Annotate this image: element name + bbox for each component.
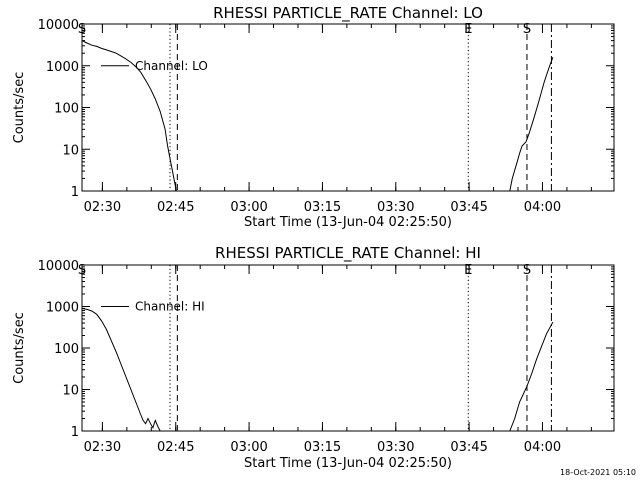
- x-tick-label: 03:00: [230, 440, 267, 455]
- y-axis-label: Counts/sec: [12, 312, 27, 384]
- series-line: [81, 40, 177, 192]
- marker-label: E: [464, 22, 472, 37]
- x-tick-label: 04:00: [524, 200, 561, 215]
- x-tick-label: 03:45: [450, 200, 487, 215]
- x-tick-label: 02:45: [157, 440, 194, 455]
- marker-label: S: [523, 22, 531, 37]
- y-tick-label: 10000: [38, 18, 79, 33]
- x-tick-label: 03:30: [377, 440, 414, 455]
- x-axis-label: Start Time (13-Jun-04 02:25:50): [244, 456, 452, 471]
- y-tick-label: 1: [71, 425, 79, 440]
- marker-label: S: [78, 263, 86, 278]
- legend-label: Channel: HI: [135, 300, 205, 314]
- series-line: [509, 57, 554, 192]
- x-tick-label: 02:30: [84, 440, 121, 455]
- y-tick-label: 1000: [46, 301, 79, 316]
- marker-label: S: [523, 263, 531, 278]
- footer-timestamp: 18-Oct-2021 05:10: [560, 468, 636, 477]
- x-tick-label: 02:45: [157, 200, 194, 215]
- chart-title: RHESSI PARTICLE_RATE Channel: LO: [213, 4, 483, 23]
- plot-frame: [81, 23, 615, 192]
- x-tick-label: 04:00: [524, 440, 561, 455]
- y-tick-label: 100: [54, 102, 79, 117]
- y-tick-label: 1: [71, 185, 79, 200]
- x-tick-label: 03:00: [230, 200, 267, 215]
- y-tick-label: 10000: [38, 259, 79, 274]
- series-line: [509, 321, 554, 432]
- x-tick-label: 02:30: [84, 200, 121, 215]
- marker-label: S: [78, 22, 86, 37]
- y-tick-label: 1000: [46, 60, 79, 75]
- marker-label: E: [464, 263, 472, 278]
- series-line: [81, 307, 161, 432]
- y-axis-label: Counts/sec: [12, 72, 27, 144]
- y-tick-label: 10: [62, 384, 79, 399]
- chart-title: RHESSI PARTICLE_RATE Channel: HI: [215, 244, 481, 263]
- x-tick-label: 03:45: [450, 440, 487, 455]
- y-tick-label: 100: [54, 342, 79, 357]
- x-tick-label: 03:15: [304, 200, 341, 215]
- plot-frame: [81, 264, 615, 432]
- legend-label: Channel: LO: [135, 59, 208, 73]
- x-tick-label: 03:15: [304, 440, 341, 455]
- x-tick-label: 03:30: [377, 200, 414, 215]
- x-axis-label: Start Time (13-Jun-04 02:25:50): [244, 215, 452, 230]
- y-tick-label: 10: [62, 143, 79, 158]
